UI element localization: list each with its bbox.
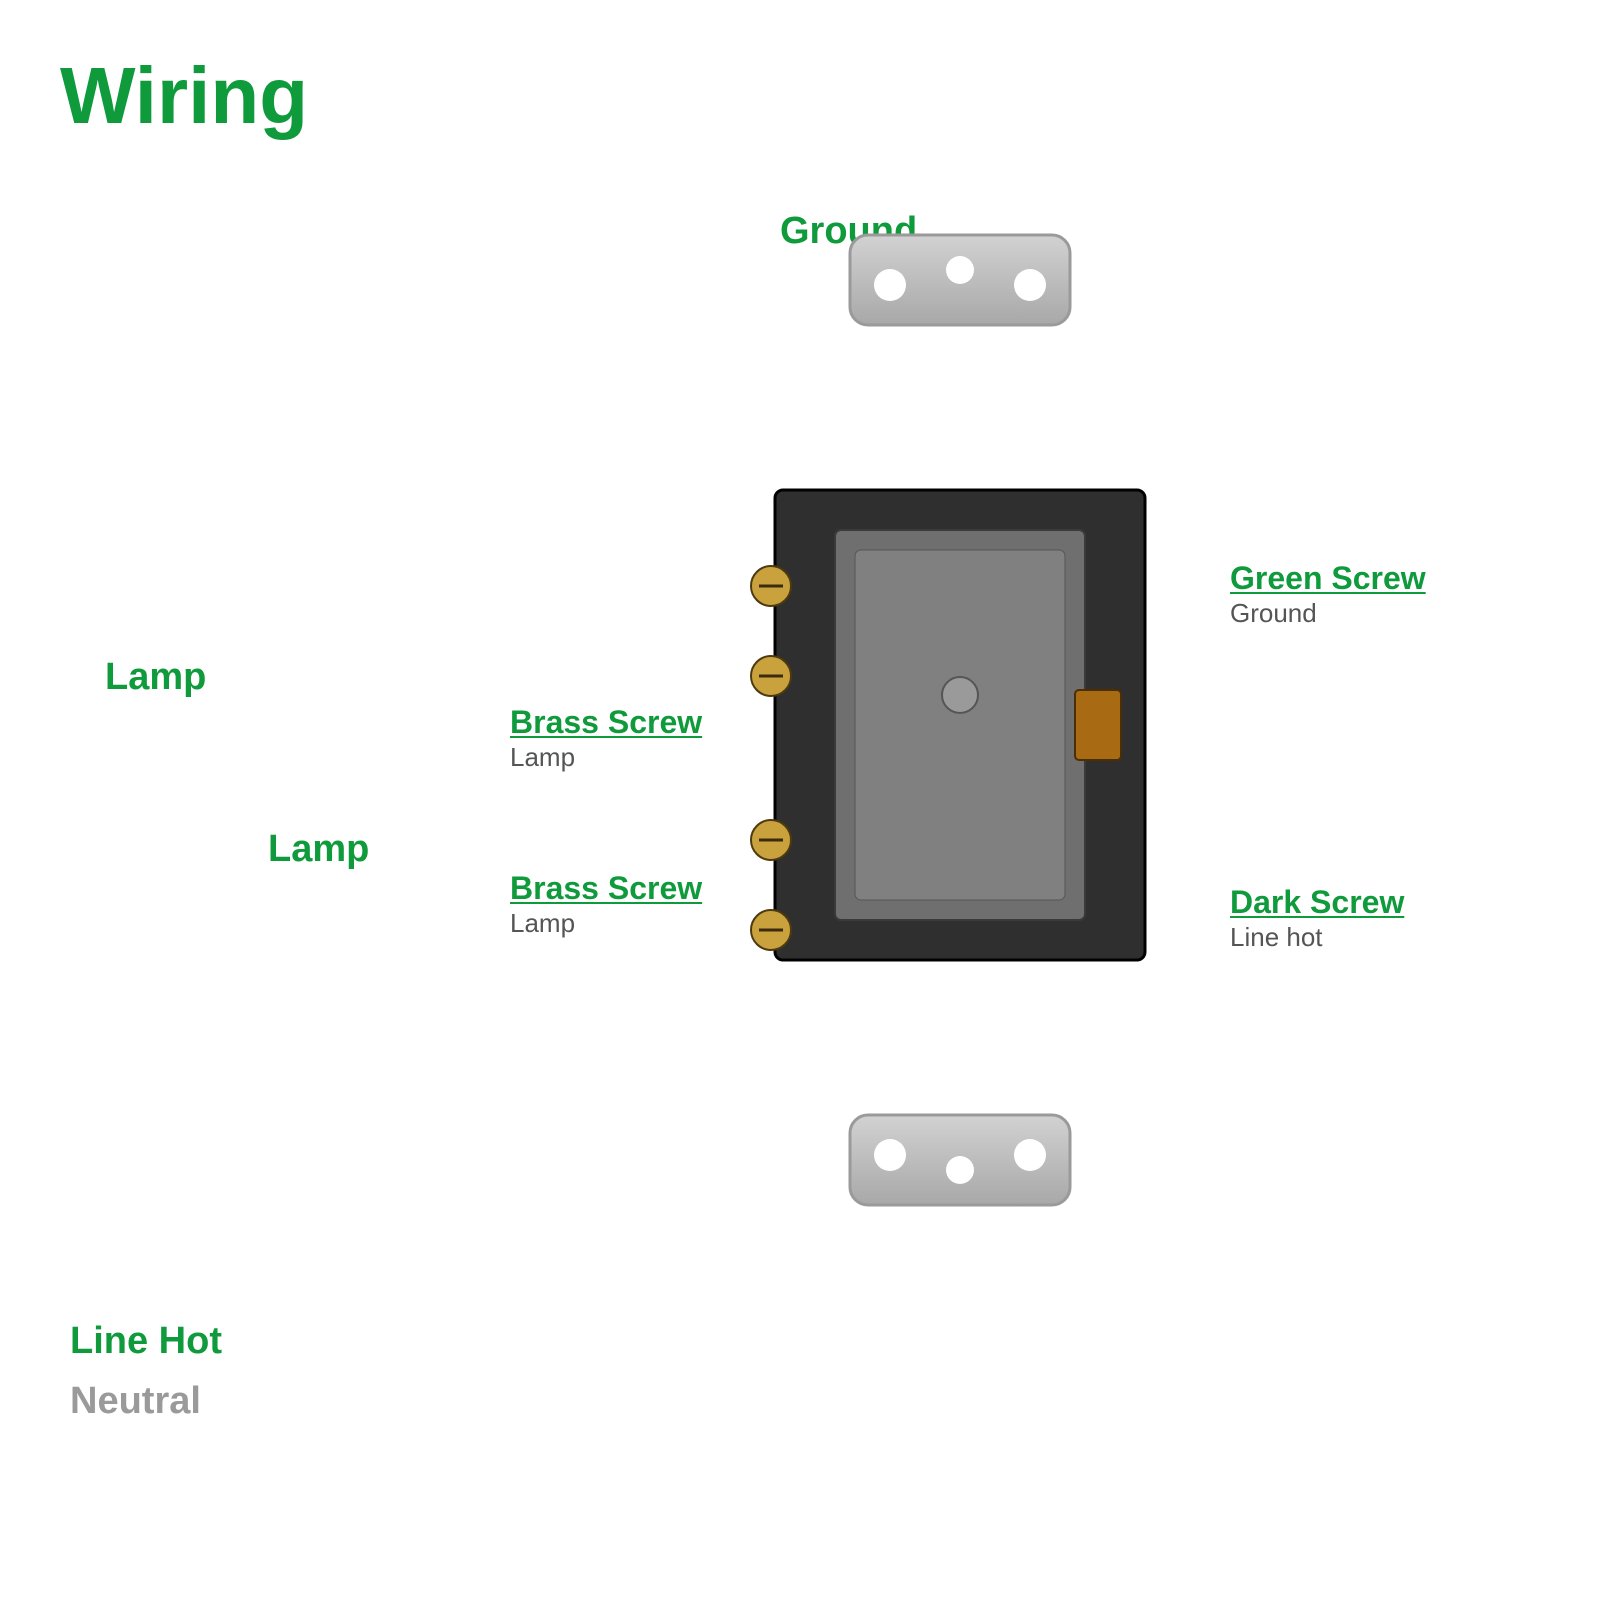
brass-screw-1-sub: Lamp: [510, 742, 575, 773]
neutral-label: Neutral: [70, 1380, 201, 1423]
lamp2-label: Lamp: [268, 828, 369, 871]
lamp1-label: Lamp: [105, 656, 206, 699]
green-screw-sub: Ground: [1230, 598, 1317, 629]
ground-label: Ground: [780, 210, 917, 253]
line-hot-label: Line Hot: [70, 1320, 222, 1363]
dark-screw-sub: Line hot: [1230, 922, 1323, 953]
brass-screw-1-label: Brass Screw: [510, 704, 702, 741]
brass-screw-2-sub: Lamp: [510, 908, 575, 939]
diagram-title: Wiring: [60, 50, 308, 142]
green-screw-label: Green Screw: [1230, 560, 1426, 597]
brass-screw-2-label: Brass Screw: [510, 870, 702, 907]
dark-screw-label: Dark Screw: [1230, 884, 1404, 921]
